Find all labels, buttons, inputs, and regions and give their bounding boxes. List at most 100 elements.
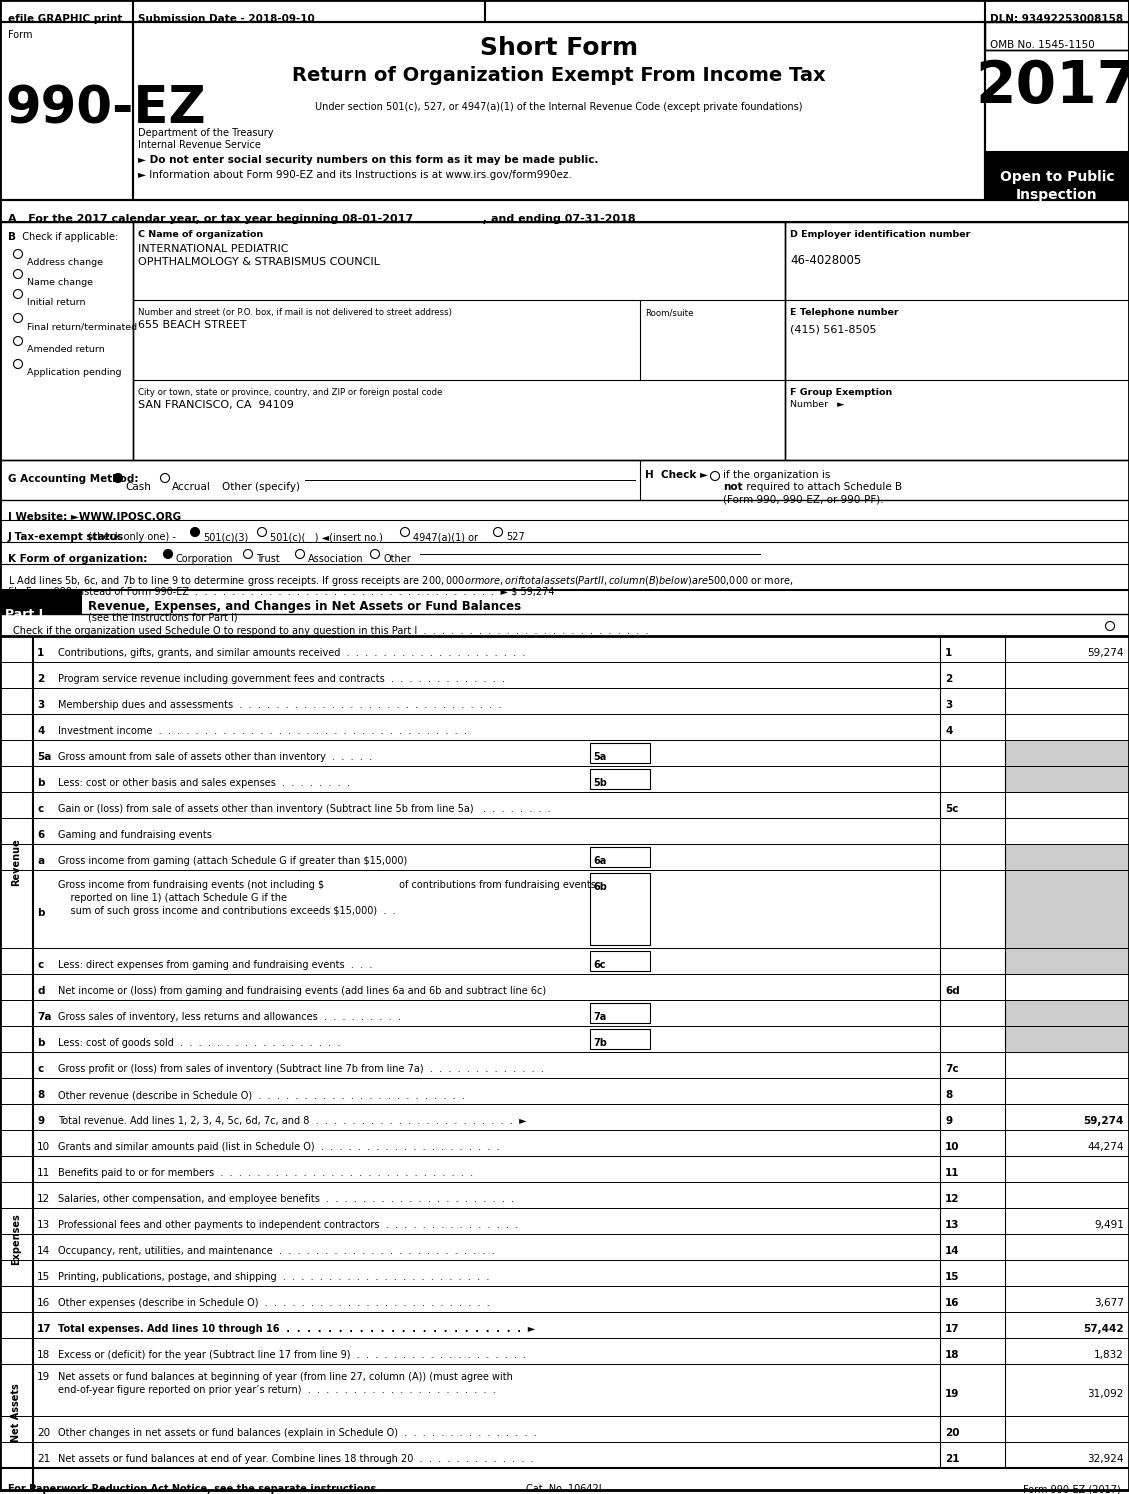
Text: ► Do not enter social security numbers on this form as it may be made public.: ► Do not enter social security numbers o… (138, 155, 598, 164)
Text: For Paperwork Reduction Act Notice, see the separate instructions.: For Paperwork Reduction Act Notice, see … (8, 1484, 380, 1494)
Bar (1005, 1026, 1129, 1052)
Bar (133, 22, 984, 200)
Text: 9: 9 (37, 1116, 44, 1126)
Bar (0, 0, 1129, 22)
Text: 11: 11 (945, 1168, 960, 1177)
Text: I Website: ►WWW.IPOSC.ORG: I Website: ►WWW.IPOSC.ORG (8, 512, 181, 521)
Text: Check if applicable:: Check if applicable: (16, 232, 119, 242)
Text: Less: cost or other basis and sales expenses  .  .  .  .  .  .  .  .: Less: cost or other basis and sales expe… (58, 778, 350, 787)
Text: end-of-year figure reported on prior year’s return)  .  .  .  .  .  .  .  .  .  : end-of-year figure reported on prior yea… (58, 1385, 496, 1395)
Text: Program service revenue including government fees and contracts  .  .  .  .  .  : Program service revenue including govern… (58, 674, 505, 684)
Text: 14: 14 (37, 1246, 51, 1256)
Text: 501(c)(3): 501(c)(3) (203, 532, 248, 542)
Text: Salaries, other compensation, and employee benefits  .  .  .  .  .  .  .  .  .  : Salaries, other compensation, and employ… (58, 1194, 514, 1204)
Circle shape (160, 474, 169, 483)
Text: 16: 16 (37, 1298, 51, 1309)
Text: 8: 8 (945, 1091, 952, 1100)
Text: OPHTHALMOLOGY & STRABISMUS COUNCIL: OPHTHALMOLOGY & STRABISMUS COUNCIL (138, 257, 379, 267)
Text: efile GRAPHIC print: efile GRAPHIC print (8, 13, 122, 24)
Text: Return of Organization Exempt From Income Tax: Return of Organization Exempt From Incom… (292, 66, 825, 85)
Text: B: B (8, 232, 16, 242)
Text: Initial return: Initial return (27, 297, 86, 306)
Text: Other changes in net assets or fund balances (explain in Schedule O)  .  .  .  .: Other changes in net assets or fund bala… (58, 1428, 536, 1439)
Text: b: b (37, 1038, 44, 1047)
Text: Under section 501(c), 527, or 4947(a)(1) of the Internal Revenue Code (except pr: Under section 501(c), 527, or 4947(a)(1)… (315, 102, 803, 112)
Text: DLN: 93492253008158: DLN: 93492253008158 (990, 13, 1123, 24)
Text: Printing, publications, postage, and shipping  .  .  .  .  .  .  .  .  .  .  .  : Printing, publications, postage, and shi… (58, 1271, 489, 1282)
Text: reported on line 1) (attach Schedule G if the: reported on line 1) (attach Schedule G i… (58, 893, 287, 902)
Text: Gross amount from sale of assets other than inventory  .  .  .  .  .: Gross amount from sale of assets other t… (58, 751, 373, 762)
Text: 12: 12 (37, 1194, 51, 1204)
Circle shape (14, 360, 23, 369)
Text: Cat. No. 10642I: Cat. No. 10642I (526, 1484, 602, 1494)
Bar (133, 223, 785, 460)
Bar (590, 1029, 650, 1049)
Circle shape (1105, 622, 1114, 630)
Text: 46-4028005: 46-4028005 (790, 254, 861, 267)
Text: (see the instructions for Part I): (see the instructions for Part I) (88, 613, 237, 622)
Circle shape (257, 527, 266, 536)
Text: Form 990-EZ (2017): Form 990-EZ (2017) (1023, 1484, 1121, 1494)
Text: Corporation: Corporation (176, 554, 234, 565)
Text: Total expenses. Add lines 10 through 16  .  .  .  .  .  .  .  .  .  .  .  .  .  : Total expenses. Add lines 10 through 16 … (58, 1324, 535, 1334)
Text: 10: 10 (37, 1141, 50, 1152)
Text: 6b: 6b (593, 881, 607, 892)
Text: (Form 990, 990-EZ, or 990-PF).: (Form 990, 990-EZ, or 990-PF). (723, 495, 884, 503)
Text: 15: 15 (37, 1271, 51, 1282)
Text: 11: 11 (37, 1168, 51, 1177)
Bar (590, 769, 650, 789)
Text: 6: 6 (37, 831, 44, 840)
Text: Address change: Address change (27, 258, 103, 267)
Text: Association: Association (308, 554, 364, 565)
Text: if the organization is: if the organization is (723, 471, 830, 480)
Text: Net Assets: Net Assets (11, 1383, 21, 1442)
Text: 7a: 7a (593, 1011, 606, 1022)
Text: Expenses: Expenses (11, 1213, 21, 1265)
Text: Room/suite: Room/suite (645, 308, 693, 317)
Text: Net assets or fund balances at beginning of year (from line 27, column (A)) (mus: Net assets or fund balances at beginning… (58, 1371, 513, 1382)
Text: 4: 4 (945, 726, 953, 737)
Text: 6d: 6d (945, 986, 960, 996)
Text: OMB No. 1545-1150: OMB No. 1545-1150 (990, 40, 1095, 49)
Text: Gross profit or (loss) from sales of inventory (Subtract line 7b from line 7a)  : Gross profit or (loss) from sales of inv… (58, 1064, 544, 1074)
Text: 1: 1 (945, 648, 952, 657)
Text: c: c (37, 1064, 43, 1074)
Circle shape (401, 527, 410, 536)
Text: 3: 3 (945, 701, 952, 710)
Text: 31,092: 31,092 (1087, 1389, 1124, 1398)
Text: Net assets or fund balances at end of year. Combine lines 18 through 20  .  .  .: Net assets or fund balances at end of ye… (58, 1454, 534, 1464)
Text: b: b (37, 778, 44, 787)
Bar (785, 223, 1129, 460)
Text: 13: 13 (37, 1221, 51, 1230)
Text: (415) 561-8505: (415) 561-8505 (790, 324, 876, 335)
Text: 7a: 7a (37, 1011, 52, 1022)
Text: 6c: 6c (593, 961, 605, 970)
Text: 655 BEACH STREET: 655 BEACH STREET (138, 320, 246, 330)
Text: 6a: 6a (593, 856, 606, 867)
Text: SAN FRANCISCO, CA  94109: SAN FRANCISCO, CA 94109 (138, 400, 294, 409)
Text: 990-EZ: 990-EZ (5, 84, 205, 134)
Text: Short Form: Short Form (480, 36, 638, 60)
Text: Number   ►: Number ► (790, 400, 844, 409)
Bar (1005, 766, 1129, 792)
Bar (1005, 740, 1129, 766)
Text: 16: 16 (945, 1298, 960, 1309)
Text: 17: 17 (37, 1324, 52, 1334)
Text: Gross income from fundraising events (not including $                        of : Gross income from fundraising events (no… (58, 880, 596, 890)
Text: sum of such gross income and contributions exceeds $15,000)  .  .: sum of such gross income and contributio… (58, 905, 395, 916)
Text: G Accounting Method:: G Accounting Method: (8, 474, 139, 484)
Text: 20: 20 (945, 1428, 960, 1439)
Text: Part I: Part I (5, 608, 43, 622)
Circle shape (14, 269, 23, 278)
Text: Other: Other (383, 554, 411, 565)
Circle shape (296, 550, 305, 559)
Text: Amended return: Amended return (27, 345, 105, 354)
Bar (1005, 949, 1129, 974)
Text: Submission Date - 2018-09-10: Submission Date - 2018-09-10 (138, 13, 315, 24)
Text: 19: 19 (37, 1371, 51, 1382)
Text: 2: 2 (945, 674, 952, 684)
Text: 12: 12 (945, 1194, 960, 1204)
Circle shape (164, 550, 173, 559)
Text: Less: direct expenses from gaming and fundraising events  .  .  .: Less: direct expenses from gaming and fu… (58, 961, 373, 970)
Text: Less: cost of goods sold  .  .  .  .  .  .  .  .  .  .  .  .  .  .  .  .  .  .: Less: cost of goods sold . . . . . . . .… (58, 1038, 340, 1047)
